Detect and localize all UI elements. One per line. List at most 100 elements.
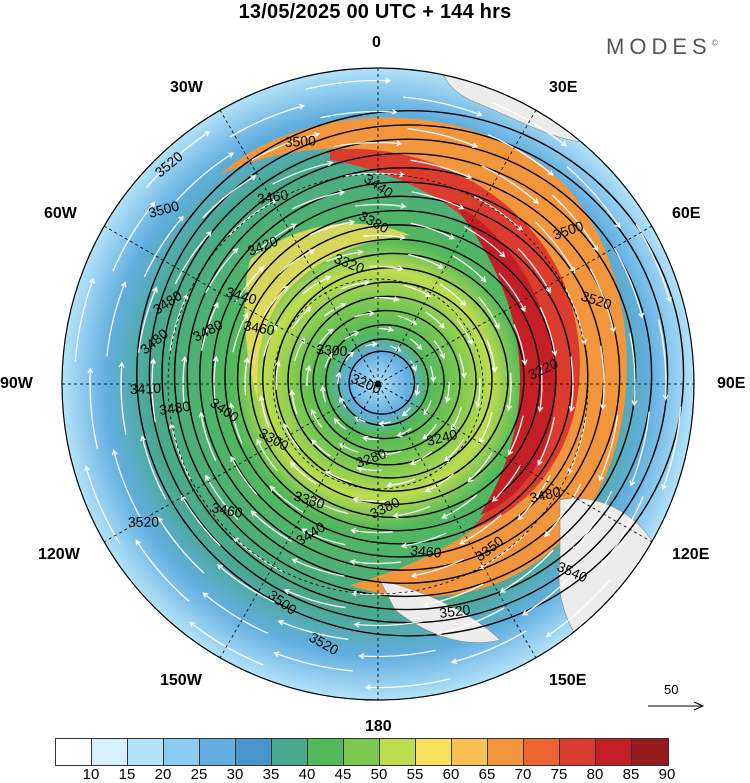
wind-arrow (410, 222, 456, 240)
colorbar-tick-label: 35 (262, 766, 280, 783)
contour-line (249, 238, 541, 519)
colorbar-tick-label: 80 (586, 766, 604, 783)
south-pole-dot (375, 381, 381, 387)
wind-arrow (254, 223, 297, 254)
wind-arrow (566, 166, 621, 229)
wind-arrow (344, 330, 360, 341)
wind-arrow (229, 103, 306, 138)
wind-arrow (256, 438, 278, 472)
wind-arrow (629, 333, 638, 407)
wind-arrow (283, 422, 300, 449)
wind-arrow (355, 202, 407, 209)
wind-arrow (661, 406, 682, 491)
wind-arrow (613, 246, 645, 319)
wind-arrow (318, 328, 334, 345)
wind-arrow (392, 505, 430, 519)
wind-arrow (487, 134, 554, 176)
wind-arrow (467, 452, 493, 483)
wind-arrow (362, 435, 379, 442)
lon-label-90e: 90E (717, 375, 746, 392)
wind-arrow (475, 378, 482, 408)
wind-arrow (145, 130, 211, 189)
wind-arrow (407, 128, 479, 149)
colorbar-swatch (416, 739, 452, 765)
colorbar-swatch (560, 739, 596, 765)
wind-arrow (181, 494, 221, 547)
wind-arrow (433, 340, 446, 360)
contour-line (211, 195, 589, 558)
wind-arrow (345, 351, 355, 361)
lon-label-120w: 120W (38, 546, 80, 563)
wind-arrow (403, 284, 432, 298)
wind-arrow (377, 326, 394, 333)
colorbar-swatch (452, 739, 488, 765)
vector-scale-label: 50 (664, 682, 679, 697)
wind-arrow (499, 549, 554, 593)
lon-label-120e: 120E (672, 546, 710, 563)
lon-label-150w: 150W (160, 672, 202, 689)
contour-value-label: 3460 (410, 542, 443, 561)
wind-arrow (263, 285, 289, 316)
colorbar-tick-label: 10 (82, 766, 100, 783)
wind-arrow (463, 226, 506, 258)
wind-arrow (174, 230, 212, 285)
wind-arrow (409, 451, 433, 466)
wind-arrow (135, 539, 190, 602)
wind-arrow (363, 234, 407, 241)
wind-arrow (250, 510, 293, 542)
map-boundary (61, 67, 695, 701)
colorbar-swatch (380, 739, 416, 765)
wind-arrow (228, 402, 243, 444)
contour-line (262, 252, 525, 506)
wind-arrow (358, 649, 436, 660)
wind-arrow (198, 411, 217, 461)
wind-arrow (202, 592, 269, 634)
wind-arrow (440, 494, 478, 519)
wind-arrow (539, 307, 558, 357)
wind-arrow (629, 411, 650, 487)
wind-arrow (350, 590, 411, 597)
wind-arrow (401, 407, 411, 417)
wind-arrow (567, 417, 587, 475)
wind-arrow (429, 365, 437, 383)
wind-arrow (319, 385, 327, 403)
lon-label-0: 0 (372, 34, 381, 51)
contour-value-label: 3480 (158, 398, 191, 418)
wind-arrow (498, 272, 526, 313)
wind-arrow (635, 223, 672, 303)
wind-arrow (600, 345, 607, 411)
colorbar-tick-label: 85 (622, 766, 640, 783)
wind-arrow (364, 678, 451, 691)
wind-arrow (352, 496, 387, 503)
wind-arrow (243, 356, 250, 396)
wind-arrow (216, 564, 275, 603)
contour-line (236, 224, 557, 532)
wind-vectors (74, 77, 682, 691)
colorbar-swatch (200, 739, 236, 765)
contour-value-label: 3520 (128, 513, 160, 530)
colorbar-swatch (632, 739, 668, 765)
wind-arrow (422, 423, 438, 440)
graticule (62, 68, 694, 700)
wind-arrow (378, 420, 391, 427)
wind-arrow (338, 396, 347, 408)
wind-arrow (439, 283, 467, 307)
wind-arrow (410, 558, 465, 579)
colorbar-tick-label: 40 (298, 766, 316, 783)
wind-arrow (305, 364, 312, 387)
contour-value-label: 3460 (210, 499, 244, 521)
contour-line (287, 281, 493, 479)
wind-arrow (545, 579, 611, 638)
wind-arrow (291, 306, 312, 330)
wind-arrow (169, 293, 189, 351)
wind-arrow (273, 651, 353, 672)
contour-line (173, 152, 637, 598)
wind-arrow (565, 288, 587, 346)
colorbar-tick-label: 55 (406, 766, 424, 783)
colorbar-tick-label: 30 (226, 766, 244, 783)
wind-arrow (311, 439, 331, 457)
colorbar-tick-label: 45 (334, 766, 352, 783)
lon-label-30e: 30E (549, 79, 578, 96)
wind-arrow (381, 450, 403, 458)
